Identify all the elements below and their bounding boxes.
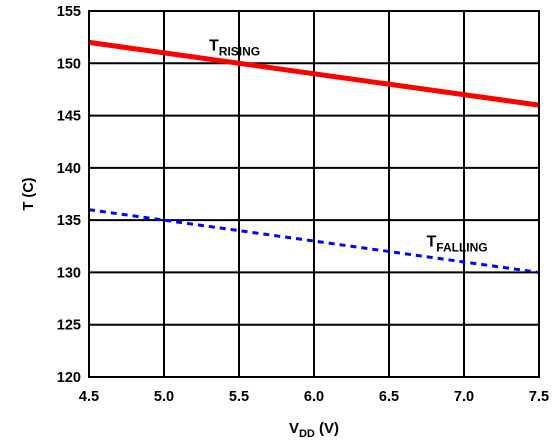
x-tick-label: 7.5 (529, 389, 549, 405)
x-axis-label: VDD (V) (289, 420, 339, 440)
y-tick-label: 125 (57, 318, 81, 334)
series-layer (88, 39, 540, 274)
x-tick-label: 6.5 (379, 389, 399, 405)
series-line-t-rising (88, 39, 540, 108)
series-line-t-falling (88, 208, 540, 274)
y-tick-label: 120 (57, 370, 81, 386)
axis-labels: VDD (V) T (C) (21, 177, 339, 440)
y-tick-labels: 120 125 130 135 140 145 150 155 (57, 4, 81, 386)
series-annotations: TRISING TFALLING (209, 38, 488, 255)
y-axis-label: T (C) (21, 177, 37, 210)
y-tick-label: 130 (57, 265, 81, 281)
x-tick-label: 6.0 (304, 389, 324, 405)
plot-frame (88, 10, 540, 378)
x-tick-label: 7.0 (454, 389, 474, 405)
y-tick-label: 135 (57, 213, 81, 229)
x-tick-label: 4.5 (79, 389, 99, 405)
y-tick-label: 155 (57, 4, 81, 20)
series-annotation-rising: TRISING (209, 38, 260, 59)
x-tick-label: 5.0 (154, 389, 174, 405)
series-annotation-falling: TFALLING (427, 233, 488, 254)
x-tick-labels: 4.5 5.0 5.5 6.0 6.5 7.0 7.5 (79, 389, 549, 405)
y-tick-label: 145 (57, 109, 81, 125)
y-tick-label: 150 (57, 56, 81, 72)
x-tick-label: 5.5 (229, 389, 249, 405)
y-tick-label: 140 (57, 161, 81, 177)
